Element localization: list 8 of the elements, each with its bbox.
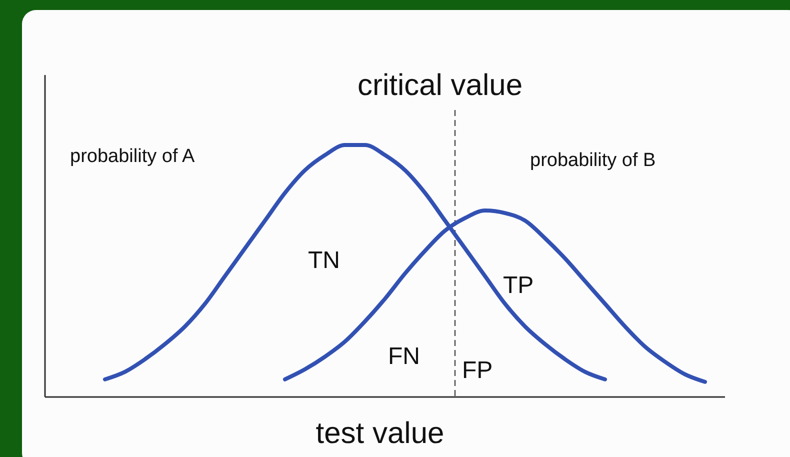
annotation: FN	[388, 343, 420, 370]
annotation: TN	[308, 247, 340, 274]
chart-title: critical value	[357, 69, 523, 102]
annotation: probability of A	[70, 146, 195, 167]
annotation: TP	[503, 272, 534, 299]
x-axis-title: test value	[316, 417, 444, 450]
annotation: FP	[462, 357, 493, 384]
annotation: probability of B	[530, 150, 656, 171]
